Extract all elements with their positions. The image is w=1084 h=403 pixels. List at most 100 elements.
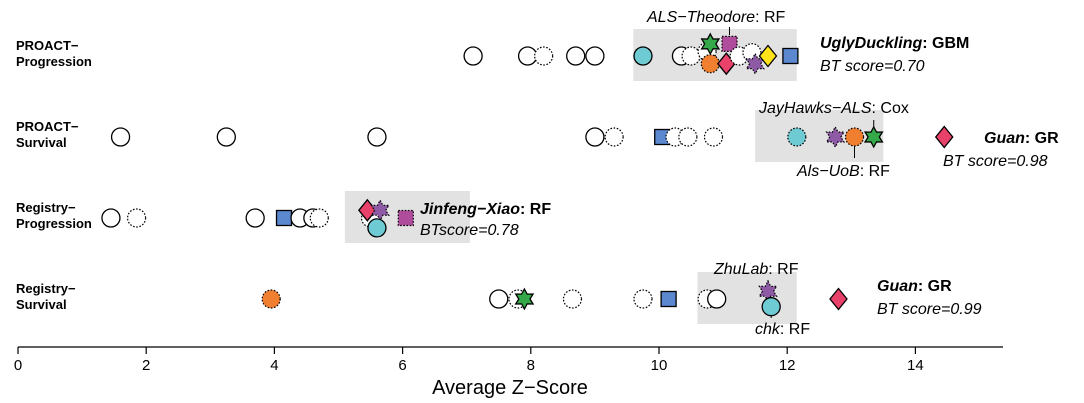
circle-point bbox=[261, 289, 281, 309]
annotation-model: : RF bbox=[755, 9, 785, 26]
circle-point bbox=[245, 208, 265, 228]
annotation-name: Als−UoB bbox=[796, 163, 860, 180]
row-label-line: Registry− bbox=[16, 281, 76, 296]
annotation-guan-1: Guan: GR BT score=0.98 bbox=[943, 130, 1059, 170]
data-points bbox=[101, 32, 954, 317]
annotation-model: : RF bbox=[520, 201, 551, 218]
annotation-name: UglyDuckling bbox=[820, 35, 922, 52]
circle-point bbox=[585, 127, 605, 147]
circle-point bbox=[703, 127, 724, 147]
x-tick-label: 14 bbox=[907, 357, 924, 374]
star-point bbox=[514, 287, 535, 311]
x-tick-label: 8 bbox=[527, 357, 535, 374]
circle-point bbox=[463, 46, 483, 66]
diamond-point bbox=[829, 287, 848, 311]
x-tick-label: 2 bbox=[142, 357, 150, 374]
annotation-score: BT score=0.98 bbox=[943, 153, 1048, 170]
circle-point bbox=[633, 289, 653, 309]
circle-point bbox=[585, 46, 605, 66]
circle-point bbox=[844, 127, 865, 147]
highlight-box bbox=[755, 110, 884, 162]
star-point bbox=[758, 280, 778, 303]
row-label-line: Registry− bbox=[16, 200, 76, 215]
annotation-guan-2: Guan: GR BT score=0.99 bbox=[877, 278, 982, 318]
row-label-line: PROACT− bbox=[16, 119, 79, 134]
circle-point bbox=[566, 46, 586, 66]
circle-point bbox=[126, 208, 147, 228]
row-label-line: Progression bbox=[16, 216, 92, 231]
circle-point bbox=[367, 218, 387, 238]
circle-point bbox=[562, 289, 583, 309]
annotation-model: : GBM bbox=[922, 35, 969, 52]
square-point bbox=[782, 47, 799, 65]
circle-point bbox=[367, 127, 387, 147]
circle-point bbox=[604, 127, 624, 147]
annotation-name: Guan bbox=[877, 278, 918, 295]
svg-text:JayHawks−ALS: Cox: JayHawks−ALS: Cox bbox=[758, 100, 909, 117]
row-label-line: PROACT− bbox=[16, 38, 79, 53]
annotation-name: ZhuLab bbox=[713, 261, 768, 278]
circle-point bbox=[681, 46, 701, 66]
annotation-score: BTscore=0.78 bbox=[420, 222, 519, 239]
star-point bbox=[745, 52, 765, 75]
diamond-point bbox=[934, 125, 954, 149]
x-tick-label: 4 bbox=[270, 357, 278, 374]
annotation-als-uob: Als−UoB: RF bbox=[796, 163, 890, 180]
circle-point bbox=[700, 54, 720, 74]
svg-text:chk: RF: chk: RF bbox=[755, 321, 810, 338]
square-point bbox=[275, 209, 293, 227]
annotation-als-theodore: ALS−Theodore: RF bbox=[646, 9, 786, 26]
circle-point bbox=[309, 208, 329, 228]
svg-text:Guan: GR: Guan: GR bbox=[984, 130, 1059, 147]
star-point bbox=[825, 125, 846, 149]
circle-point bbox=[110, 127, 131, 147]
annotation-jayhawks: JayHawks−ALS: Cox bbox=[758, 100, 909, 117]
circle-point bbox=[517, 46, 538, 66]
circle-point bbox=[101, 208, 121, 228]
row-label-line: Survival bbox=[16, 297, 67, 312]
annotation-score: BT score=0.99 bbox=[877, 301, 982, 318]
annotation-name: ALS−Theodore bbox=[646, 9, 755, 26]
annotation-name: Jinfeng−Xiao bbox=[420, 201, 520, 218]
annotation-model: : GR bbox=[918, 278, 952, 295]
svg-text:UglyDuckling: GBM: UglyDuckling: GBM bbox=[820, 35, 969, 52]
svg-text:ALS−Theodore: RF: ALS−Theodore: RF bbox=[646, 9, 786, 26]
star-point bbox=[700, 32, 721, 56]
circle-point bbox=[489, 289, 509, 309]
row-label-line: Progression bbox=[16, 54, 92, 69]
row-label: Registry− Survival bbox=[16, 281, 76, 312]
circle-point bbox=[633, 46, 653, 66]
circle-point bbox=[761, 297, 781, 317]
star-point bbox=[863, 125, 884, 149]
x-tick-label: 0 bbox=[14, 357, 22, 374]
svg-text:ZhuLab: RF: ZhuLab: RF bbox=[713, 261, 799, 278]
annotation-jinfeng: Jinfeng−Xiao: RF BTscore=0.78 bbox=[420, 201, 551, 239]
annotation-model: : RF bbox=[768, 261, 798, 278]
diamond-point bbox=[758, 44, 778, 68]
circle-point bbox=[707, 289, 727, 309]
annotation-chk: chk: RF bbox=[755, 321, 810, 338]
circle-point bbox=[216, 127, 236, 147]
row-label: Registry− Progression bbox=[16, 200, 92, 231]
row-label-line: Survival bbox=[16, 135, 67, 150]
annotation-zhulab: ZhuLab: RF bbox=[713, 261, 799, 278]
annotation-model: : GR bbox=[1025, 130, 1059, 147]
annotation-name: chk bbox=[755, 321, 781, 338]
square-point bbox=[660, 290, 677, 308]
circle-point bbox=[787, 127, 807, 147]
x-axis: 0 2 4 6 8 10 12 14 bbox=[14, 346, 1003, 374]
annotation-model: : RF bbox=[780, 321, 810, 338]
x-tick-label: 12 bbox=[779, 357, 796, 374]
annotation-model: : Cox bbox=[872, 100, 909, 117]
annotation-model: : RF bbox=[860, 163, 890, 180]
x-tick-label: 10 bbox=[651, 357, 668, 374]
svg-text:Jinfeng−Xiao: RF: Jinfeng−Xiao: RF bbox=[420, 201, 551, 218]
annotation-score: BT score=0.70 bbox=[820, 58, 925, 75]
circle-point bbox=[534, 46, 554, 66]
annotation-name: Guan bbox=[984, 130, 1025, 147]
x-tick-label: 6 bbox=[398, 357, 406, 374]
annotation-ugly-duckling: UglyDuckling: GBM BT score=0.70 bbox=[820, 35, 969, 75]
square-point bbox=[397, 209, 414, 227]
